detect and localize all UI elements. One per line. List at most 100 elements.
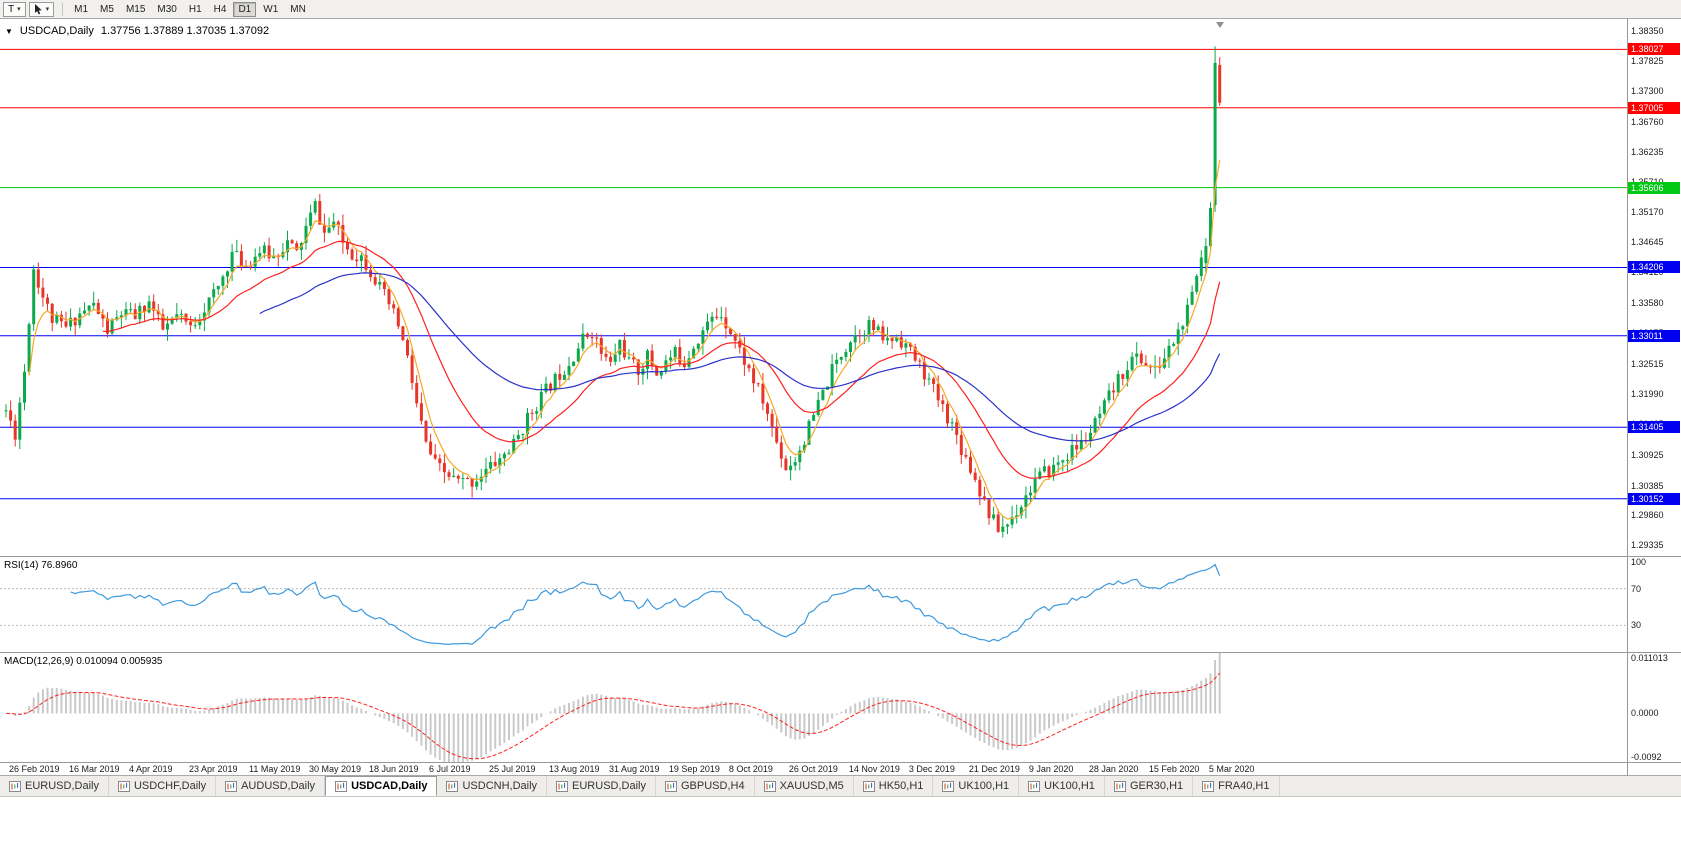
- horizontal-lines: [0, 48, 1627, 500]
- rsi-panel: RSI(14) 76.8960 100 70 30: [0, 557, 1681, 653]
- macd-label: MACD(12,26,9) 0.010094 0.005935: [4, 656, 163, 667]
- date-tick: 5 Mar 2020: [1208, 764, 1255, 774]
- cursor-tool-button[interactable]: ▾: [28, 1, 55, 17]
- text-tool-label: T: [8, 3, 15, 15]
- timeframe-button-m15[interactable]: M15: [125, 3, 146, 15]
- chart-tab-xauusd-m5[interactable]: XAUUSD,M5: [755, 776, 854, 796]
- mini-chart-icon: [225, 780, 238, 792]
- date-tick: 18 Jun 2019: [369, 764, 419, 774]
- chart-tab-usdchf-daily[interactable]: USDCHF,Daily: [109, 776, 217, 796]
- cursor-icon: [34, 3, 42, 14]
- price-tick: 1.32515: [1631, 359, 1664, 369]
- tab-label: GBPUSD,H4: [681, 780, 745, 792]
- tab-label: UK100,H1: [958, 780, 1010, 792]
- chart-tab-fra40-h1[interactable]: FRA40,H1: [1193, 776, 1280, 796]
- chart-shift-marker-icon: [1216, 22, 1224, 28]
- timeframe-button-h1[interactable]: H1: [188, 3, 202, 15]
- date-tick: 19 Sep 2019: [668, 764, 720, 774]
- tab-label: USDCHF,Daily: [133, 780, 207, 792]
- date-tick: 25 Jul 2019: [489, 764, 536, 774]
- timeframe-button-m1[interactable]: M1: [74, 3, 89, 15]
- tab-label: GER30,H1: [1129, 780, 1184, 792]
- date-tick: 26 Feb 2019: [9, 764, 60, 774]
- chart-tab-hk50-h1[interactable]: HK50,H1: [854, 776, 934, 796]
- main-chart-panel: ▼ USDCAD,Daily 1.37756 1.37889 1.37035 1…: [0, 19, 1681, 557]
- date-tick: 13 Aug 2019: [549, 764, 600, 774]
- rsi-label: RSI(14) 76.8960: [4, 560, 78, 571]
- mini-chart-icon: [862, 780, 875, 792]
- timeframe-button-w1[interactable]: W1: [263, 3, 279, 15]
- macd-plot[interactable]: [0, 653, 1627, 762]
- macd-tick: 0.0000: [1631, 708, 1659, 718]
- date-tick: 11 May 2019: [249, 764, 301, 774]
- chart-tab-usdcnh-daily[interactable]: USDCNH,Daily: [437, 776, 548, 796]
- text-tool-button[interactable]: T ▾: [3, 1, 26, 17]
- ma-5-line: [28, 160, 1221, 520]
- one-click-trading-toggle[interactable]: ▼: [5, 26, 13, 36]
- price-tick: 1.36760: [1631, 117, 1664, 127]
- date-tick: 31 Aug 2019: [609, 764, 660, 774]
- mini-chart-icon: [9, 780, 21, 792]
- mini-chart-icon: [556, 780, 569, 792]
- chart-tab-uk100-h1[interactable]: UK100,H1: [933, 776, 1020, 796]
- rsi-line: [70, 563, 1221, 646]
- price-axis[interactable]: 1.383501.378251.373001.367601.362351.357…: [1628, 19, 1681, 556]
- date-tick: 15 Feb 2020: [1148, 764, 1200, 774]
- timeframe-button-mn[interactable]: MN: [290, 3, 306, 15]
- ma-55-line: [259, 272, 1221, 442]
- price-line-badge: 1.31405: [1628, 421, 1680, 433]
- timeframe-button-d1[interactable]: D1: [233, 1, 257, 17]
- dropdown-arrow-icon: ▾: [45, 5, 50, 13]
- mini-chart-icon: [117, 780, 130, 792]
- price-line-badge: 1.33011: [1628, 330, 1680, 342]
- price-line-badge: 1.30152: [1628, 493, 1680, 505]
- tab-label: HK50,H1: [878, 780, 924, 792]
- chart-tab-audusd-daily[interactable]: AUDUSD,Daily: [216, 776, 326, 796]
- date-tick: 21 Dec 2019: [968, 764, 1020, 774]
- date-tick: 28 Jan 2020: [1088, 764, 1139, 774]
- rsi-plot[interactable]: [0, 557, 1627, 652]
- timeframe-button-m30[interactable]: M30: [157, 3, 177, 15]
- macd-signal-line: [5, 672, 1221, 760]
- date-tick: 16 Mar 2019: [69, 764, 120, 774]
- mini-chart-icon: [763, 780, 776, 792]
- tab-label: UK100,H1: [1044, 780, 1095, 792]
- tab-label: EURUSD,Daily: [25, 780, 99, 792]
- chart-tabs-bar: EURUSD,Daily USDCHF,Daily AUDUSD,Daily USDC…: [0, 776, 1681, 797]
- chart-tab-ger30-h1[interactable]: GER30,H1: [1105, 776, 1194, 796]
- rsi-axis: 100 70 30: [1628, 557, 1681, 652]
- rsi-tick: 100: [1631, 557, 1647, 567]
- mini-chart-icon: [446, 780, 459, 792]
- chart-tab-eurusd-daily[interactable]: EURUSD,Daily: [0, 776, 109, 796]
- chart-tab-gbpusd-h4[interactable]: GBPUSD,H4: [656, 776, 755, 796]
- timeframe-button-m5[interactable]: M5: [100, 3, 114, 15]
- candlestick-chart[interactable]: [0, 19, 1627, 556]
- macd-histogram: [9, 653, 1221, 762]
- chart-title: ▼ USDCAD,Daily 1.37756 1.37889 1.37035 1…: [5, 25, 269, 37]
- rsi-value: 76.8960: [41, 560, 78, 571]
- date-tick: 26 Oct 2019: [788, 764, 838, 774]
- time-axis[interactable]: 26 Feb 2019 16 Mar 2019 4 Apr 2019 23 Apr 2…: [0, 763, 1681, 776]
- chart-tab-usdcad-daily[interactable]: USDCAD,Daily: [325, 776, 438, 796]
- price-tick: 1.30925: [1631, 450, 1664, 460]
- chart-tab-uk100-h1[interactable]: UK100,H1: [1019, 776, 1105, 796]
- tab-label: AUDUSD,Daily: [241, 780, 316, 792]
- price-tick: 1.29860: [1631, 510, 1664, 520]
- tab-label: EURUSD,Daily: [572, 780, 646, 792]
- chart-ohlc-values: 1.37756 1.37889 1.37035 1.37092: [100, 25, 270, 37]
- macd-panel: MACD(12,26,9) 0.010094 0.005935 0.011013…: [0, 653, 1681, 763]
- mini-chart-icon: [1202, 780, 1215, 792]
- rsi-tick: 70: [1631, 584, 1642, 594]
- date-tick: 30 May 2019: [309, 764, 362, 774]
- date-tick: 9 Jan 2020: [1028, 764, 1074, 774]
- tab-label: XAUUSD,M5: [779, 780, 844, 792]
- date-tick: 4 Apr 2019: [129, 764, 173, 774]
- price-tick: 1.38350: [1631, 26, 1664, 36]
- tab-label: USDCAD,Daily: [351, 780, 428, 792]
- macd-tick: 0.011013: [1631, 653, 1668, 663]
- price-line-badge: 1.34206: [1628, 261, 1680, 273]
- price-tick: 1.37300: [1631, 86, 1664, 96]
- timeframe-button-h4[interactable]: H4: [213, 3, 227, 15]
- chart-tab-eurusd-daily[interactable]: EURUSD,Daily: [547, 776, 656, 796]
- rsi-tick: 30: [1631, 620, 1642, 630]
